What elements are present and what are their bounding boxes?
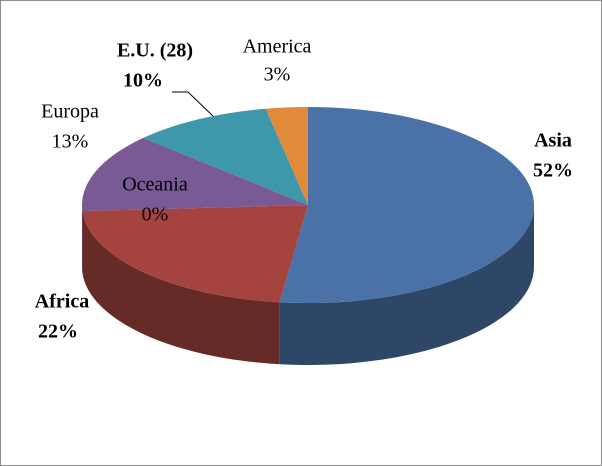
data-label-value: 13% [52,131,89,153]
data-label-value: 52% [533,160,573,182]
slice [82,137,308,212]
data-label-value: 10% [123,70,163,92]
data-label-name: Oceania [122,174,188,196]
data-label-value: 22% [38,321,78,343]
data-label-name: Asia [534,130,572,152]
data-label-name: America [243,36,312,58]
data-label-name: Europa [41,101,99,123]
slice [82,205,309,303]
slice [265,107,308,205]
slice-side [279,205,534,365]
slice-side [82,211,280,365]
data-label-name: Africa [35,291,89,313]
leader-line [172,91,216,119]
slice [143,108,308,205]
data-label-name: E.U. (28) [117,40,193,62]
slice [279,106,535,303]
data-label-value: 0% [142,204,169,226]
data-label-value: 3% [264,64,291,86]
